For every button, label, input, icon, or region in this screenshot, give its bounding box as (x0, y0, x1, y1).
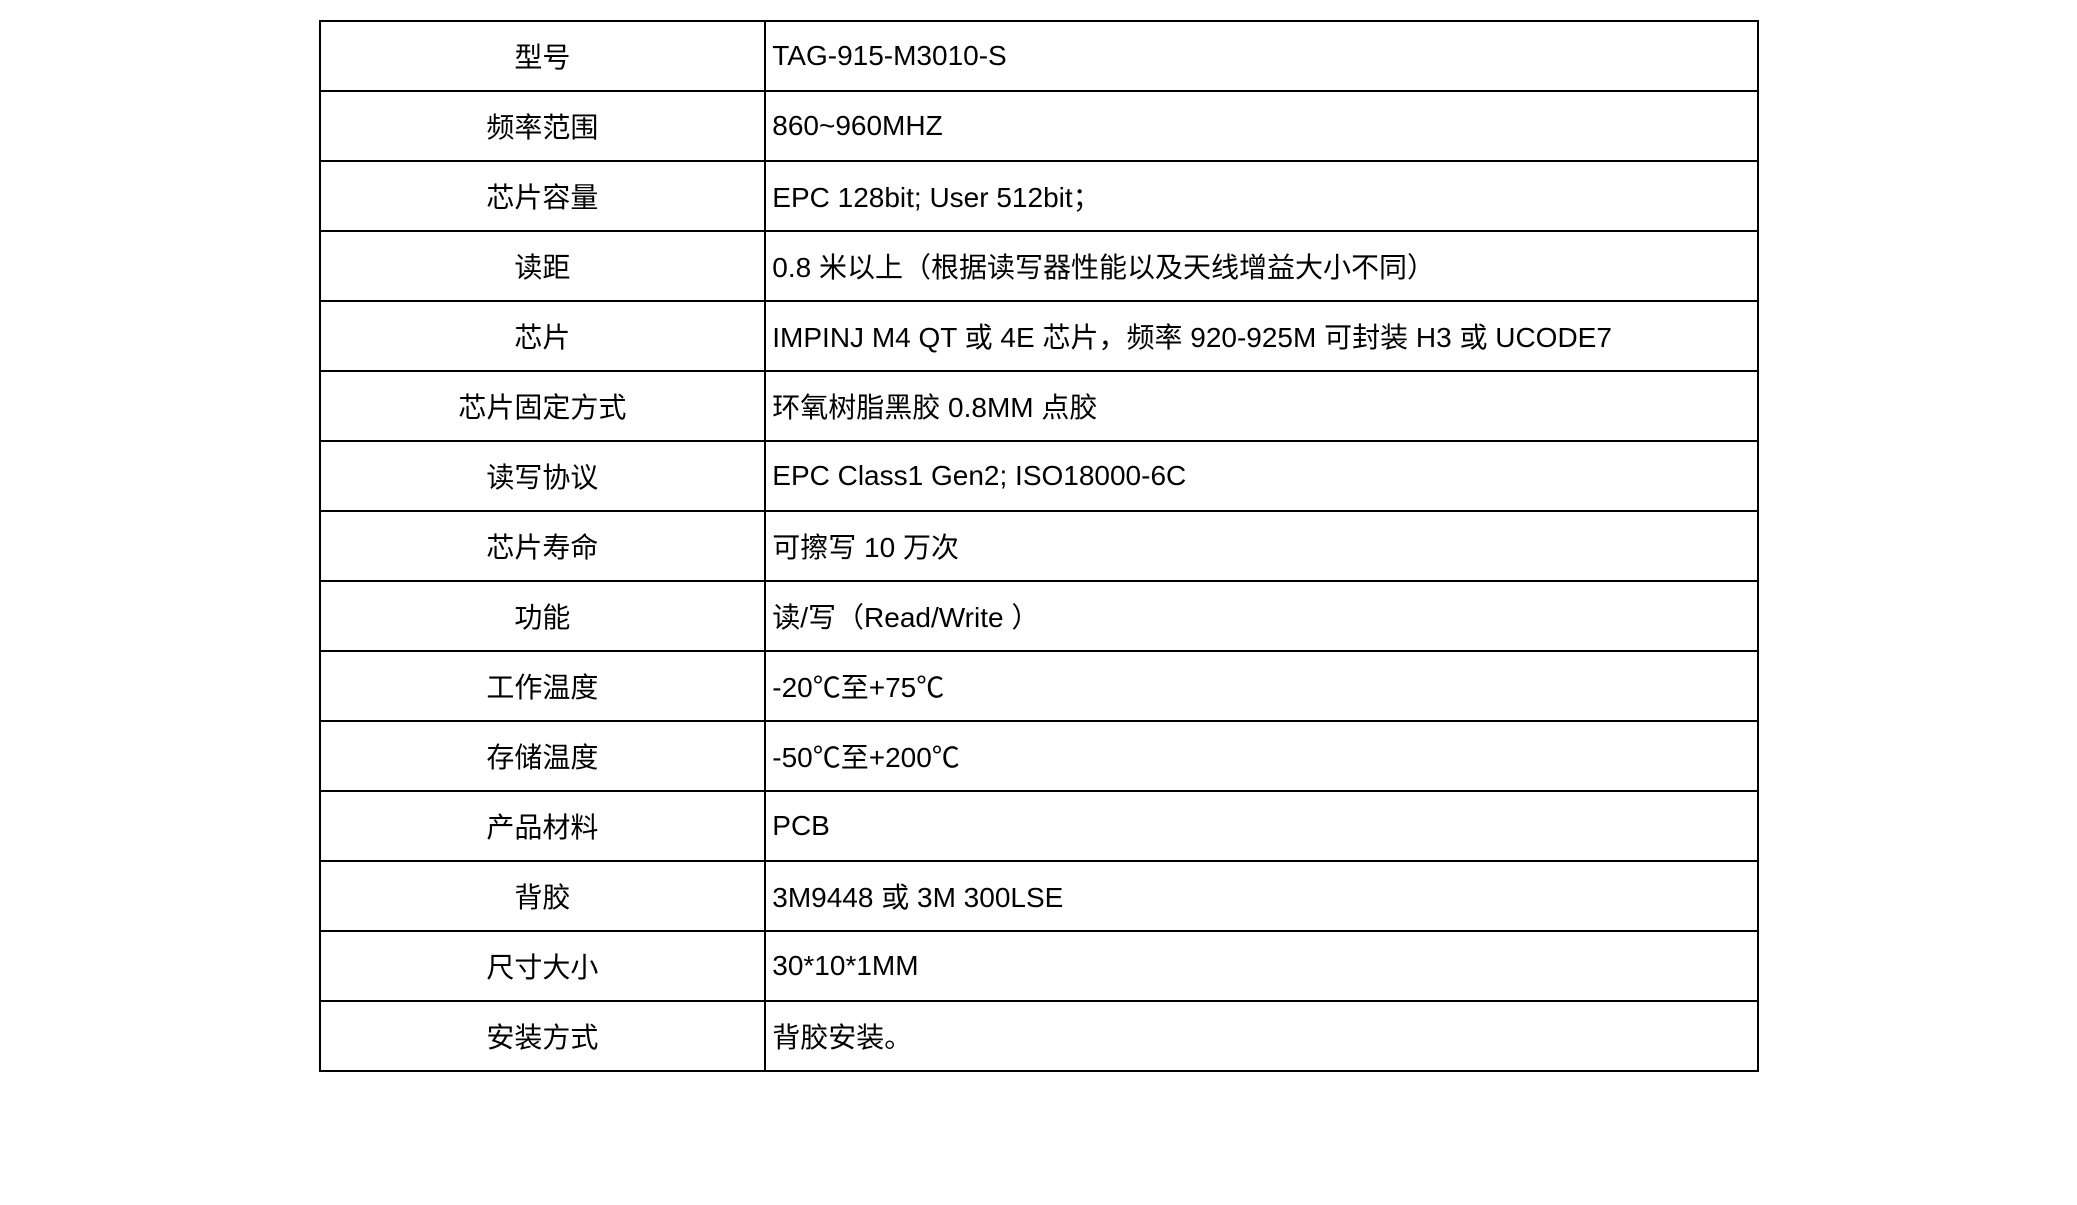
spec-value: 860~960MHZ (765, 91, 1757, 161)
spec-label: 安装方式 (320, 1001, 766, 1071)
spec-label: 芯片固定方式 (320, 371, 766, 441)
table-row: 型号 TAG-915-M3010-S (320, 21, 1758, 91)
spec-value: 30*10*1MM (765, 931, 1757, 1001)
table-row: 读写协议 EPC Class1 Gen2; ISO18000-6C (320, 441, 1758, 511)
spec-label: 芯片寿命 (320, 511, 766, 581)
spec-label: 读距 (320, 231, 766, 301)
table-row: 尺寸大小 30*10*1MM (320, 931, 1758, 1001)
spec-label: 产品材料 (320, 791, 766, 861)
spec-value: 读/写（Read/Write ） (765, 581, 1757, 651)
spec-value: -20℃至+75℃ (765, 651, 1757, 721)
table-row: 芯片固定方式 环氧树脂黑胶 0.8MM 点胶 (320, 371, 1758, 441)
table-row: 背胶 3M9448 或 3M 300LSE (320, 861, 1758, 931)
spec-label: 背胶 (320, 861, 766, 931)
spec-label: 频率范围 (320, 91, 766, 161)
table-row: 安装方式 背胶安装。 (320, 1001, 1758, 1071)
table-row: 工作温度 -20℃至+75℃ (320, 651, 1758, 721)
spec-value: PCB (765, 791, 1757, 861)
spec-label: 芯片 (320, 301, 766, 371)
table-row: 芯片寿命 可擦写 10 万次 (320, 511, 1758, 581)
spec-value: 环氧树脂黑胶 0.8MM 点胶 (765, 371, 1757, 441)
table-row: 芯片容量 EPC 128bit; User 512bit； (320, 161, 1758, 231)
spec-table: 型号 TAG-915-M3010-S 频率范围 860~960MHZ 芯片容量 … (319, 20, 1759, 1072)
spec-value: 背胶安装。 (765, 1001, 1757, 1071)
table-row: 存储温度 -50℃至+200℃ (320, 721, 1758, 791)
table-row: 芯片 IMPINJ M4 QT 或 4E 芯片，频率 920-925M 可封装 … (320, 301, 1758, 371)
spec-value: EPC Class1 Gen2; ISO18000-6C (765, 441, 1757, 511)
spec-label: 尺寸大小 (320, 931, 766, 1001)
spec-table-body: 型号 TAG-915-M3010-S 频率范围 860~960MHZ 芯片容量 … (320, 21, 1758, 1071)
spec-label: 功能 (320, 581, 766, 651)
table-row: 功能 读/写（Read/Write ） (320, 581, 1758, 651)
spec-value: IMPINJ M4 QT 或 4E 芯片，频率 920-925M 可封装 H3 … (765, 301, 1757, 371)
table-row: 读距 0.8 米以上（根据读写器性能以及天线增益大小不同） (320, 231, 1758, 301)
spec-label: 工作温度 (320, 651, 766, 721)
table-row: 产品材料 PCB (320, 791, 1758, 861)
spec-value: -50℃至+200℃ (765, 721, 1757, 791)
spec-value: 0.8 米以上（根据读写器性能以及天线增益大小不同） (765, 231, 1757, 301)
spec-value: 3M9448 或 3M 300LSE (765, 861, 1757, 931)
spec-label: 芯片容量 (320, 161, 766, 231)
spec-value: 可擦写 10 万次 (765, 511, 1757, 581)
table-row: 频率范围 860~960MHZ (320, 91, 1758, 161)
spec-label: 型号 (320, 21, 766, 91)
spec-value: TAG-915-M3010-S (765, 21, 1757, 91)
spec-label: 存储温度 (320, 721, 766, 791)
spec-label: 读写协议 (320, 441, 766, 511)
spec-value: EPC 128bit; User 512bit； (765, 161, 1757, 231)
